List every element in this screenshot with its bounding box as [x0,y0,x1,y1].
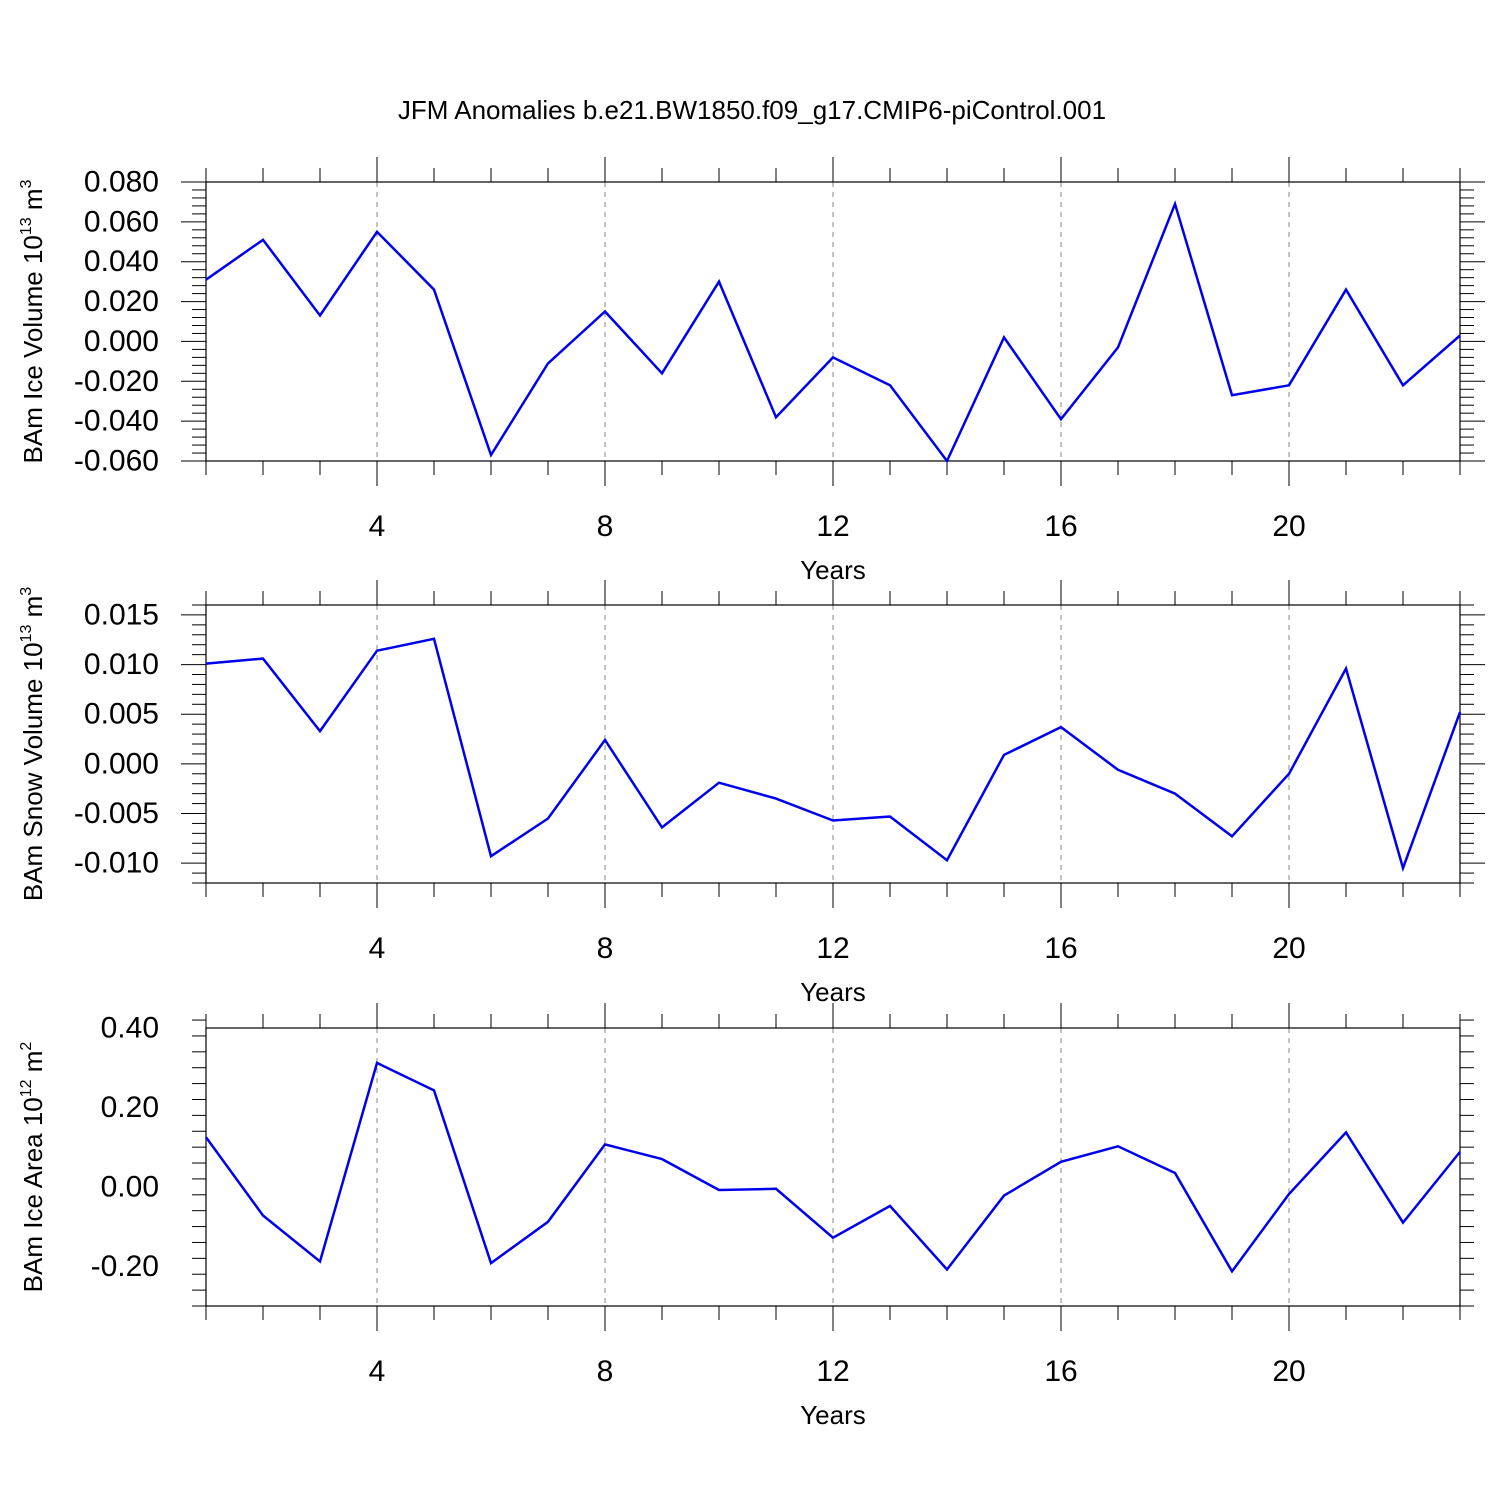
y-axis-label-superscript: 3 [18,587,35,596]
y-tick-label: -0.020 [74,365,159,398]
chart-title: JFM Anomalies b.e21.BW1850.f09_g17.CMIP6… [398,95,1106,125]
y-axis-label-part: BAm Ice Area 10 [18,1097,48,1292]
series-line [205,200,1461,464]
series-line [204,1061,1461,1274]
y-axis-label-superscript: 3 [18,179,35,188]
panel-ice-volume: 0.080 0.060 0.040 0.020 0.000 -0.020 -0.040 -0.… [18,157,1485,585]
y-tick-label: 0.000 [84,325,159,358]
x-tick-label: 20 [1272,510,1305,543]
x-tick-label: 4 [369,932,386,965]
y-tick-label: 0.000 [84,747,159,780]
panel-snow-volume: 0.015 0.010 0.005 0.000 -0.005 -0.010 4 8 12 16 20… [18,580,1485,1007]
x-tick-label: 16 [1044,510,1077,543]
y-tick-label: -0.005 [74,797,159,830]
x-tick-label: 12 [816,510,849,543]
y-axis-label: BAm Ice Volume 1013 m3 [18,179,48,463]
y-tick-label: 0.060 [84,205,159,238]
x-tick-label: 20 [1272,932,1305,965]
y-tick-label: 0.40 [101,1012,159,1045]
x-axis-label: Years [800,1400,866,1430]
y-tick-label: 0.040 [84,245,159,278]
y-axis-label-part: m [18,188,48,217]
x-tick-label: 4 [369,1355,386,1388]
y-tick-label: 0.015 [84,598,159,631]
y-axis-label-part: m [18,596,48,625]
y-axis-label: BAm Ice Area 1012 m2 [18,1042,48,1293]
y-tick-label: -0.040 [74,405,159,438]
panel-ice-area: 0.40 0.20 0.00 -0.20 4 8 12 16 20 Years BAm Ice Ar… [18,1003,1474,1430]
y-axis-label-superscript: 2 [18,1042,35,1051]
y-tick-label: 0.00 [101,1170,159,1203]
x-axis-label: Years [800,977,866,1007]
y-axis-label-part: BAm Ice Volume 10 [18,235,48,463]
y-axis-label-part: BAm Snow Volume 10 [18,642,48,901]
y-tick-label: 0.005 [84,698,159,731]
x-tick-label: 8 [597,932,614,965]
y-tick-label: -0.060 [74,445,159,478]
x-tick-label: 4 [369,510,386,543]
series-line [205,637,1462,873]
y-axis-label-superscript: 13 [18,217,35,235]
y-tick-label: -0.010 [74,847,159,880]
x-tick-label: 16 [1044,1355,1077,1388]
y-axis-label-superscript: 12 [18,1079,35,1097]
y-tick-label: -0.20 [91,1250,159,1283]
y-tick-label: 0.20 [101,1091,159,1124]
x-tick-label: 8 [597,510,614,543]
y-axis-label-part: m [18,1051,48,1080]
y-tick-label: 0.010 [84,648,159,681]
y-tick-label: 0.080 [84,166,159,199]
y-axis-label: BAm Snow Volume 1013 m3 [18,587,48,901]
x-tick-label: 8 [597,1355,614,1388]
x-tick-label: 12 [816,932,849,965]
x-tick-label: 20 [1272,1355,1305,1388]
y-tick-label: 0.020 [84,285,159,318]
x-tick-label: 12 [816,1355,849,1388]
x-tick-label: 16 [1044,932,1077,965]
y-axis-label-superscript: 13 [18,625,35,643]
